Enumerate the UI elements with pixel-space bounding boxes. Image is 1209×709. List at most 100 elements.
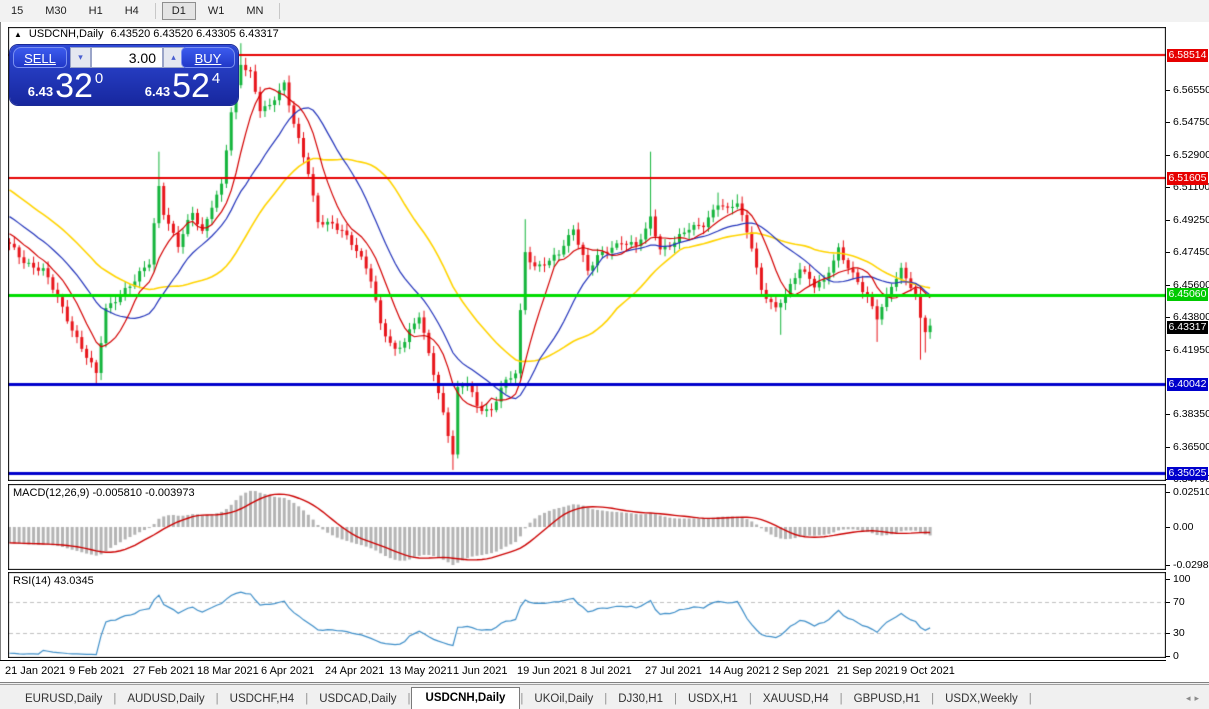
date-axis-label: 9 Feb 2021 [69, 665, 125, 677]
chart-tab-USDCAD-Daily[interactable]: USDCAD,Daily [319, 693, 397, 705]
price-axis-label: 6.56550 [1173, 84, 1209, 96]
timeframe-button-15[interactable]: 15 [11, 5, 24, 17]
buy-price-big: 52 [172, 67, 210, 105]
price-axis-tick [1166, 155, 1170, 156]
indicator-axis-label: 0 [1173, 650, 1179, 662]
buy-button[interactable]: BUY [181, 47, 235, 68]
price-axis-label: 6.52900 [1173, 149, 1209, 161]
indicator-axis-label: 0.025108 [1173, 486, 1209, 498]
indicator-axis-tick [1166, 602, 1170, 603]
chart-title: ▲ USDCNH,Daily 6.43520 6.43520 6.43305 6… [14, 28, 279, 40]
price-axis-tick [1166, 350, 1170, 351]
chart-tab-DJ30-H1[interactable]: DJ30,H1 [618, 693, 663, 705]
chart-ohlc-quotes: 6.43520 6.43520 6.43305 6.43317 [110, 28, 279, 40]
volume-decrease-button[interactable]: ▾ [70, 47, 91, 68]
chart-tab-GBPUSD-H1[interactable]: GBPUSD,H1 [853, 693, 921, 705]
price-axis-label: 6.43800 [1173, 311, 1209, 323]
buy-price-display[interactable]: 6.43 52 4 [127, 67, 238, 105]
price-badge: 6.51605 [1167, 172, 1208, 185]
date-axis-label: 18 Mar 2021 [197, 665, 259, 677]
sell-price-pip: 0 [94, 70, 104, 87]
chart-tab-USDX-Weekly[interactable]: USDX,Weekly [945, 693, 1018, 705]
price-axis-tick [1166, 187, 1170, 188]
sell-price-prefix: 6.43 [27, 84, 54, 99]
chart-tab-UKOil-Daily[interactable]: UKOil,Daily [534, 693, 594, 705]
indicator-axis-tick [1166, 492, 1170, 493]
price-axis-label: 6.38350 [1173, 408, 1209, 420]
date-axis-label: 9 Oct 2021 [901, 665, 955, 677]
chart-tab-USDCHF-H4[interactable]: USDCHF,H4 [229, 693, 295, 705]
chart-tab-USDX-H1[interactable]: USDX,H1 [687, 693, 738, 705]
date-axis-label: 21 Jan 2021 [5, 665, 66, 677]
tab-separator: | [748, 693, 752, 705]
indicator-axis-tick [1166, 565, 1170, 566]
collapse-panel-icon[interactable]: ▲ [14, 29, 22, 39]
date-axis-label: 2 Sep 2021 [773, 665, 830, 677]
tab-separator: | [931, 693, 935, 705]
price-axis-tick [1166, 252, 1170, 253]
timeframe-button-H4[interactable]: H4 [124, 5, 139, 17]
macd-indicator-canvas[interactable] [8, 484, 1166, 570]
tab-separator: | [305, 693, 309, 705]
indicator-axis-label: -0.02988 [1173, 559, 1209, 571]
date-axis-label: 13 May 2021 [389, 665, 453, 677]
indicator-axis-tick [1166, 633, 1170, 634]
date-axis-label: 19 Jun 2021 [517, 665, 578, 677]
rsi-indicator-canvas[interactable] [8, 572, 1166, 658]
timeframe-toolbar: 15 M30 H1 H4 D1 W1 MN [0, 0, 1209, 23]
indicator-axis-label: 30 [1173, 627, 1185, 639]
price-axis[interactable]: 6.56550 6.54750 6.52900 6.51100 6.49250 6.474… [1166, 27, 1209, 662]
tab-separator: | [839, 693, 843, 705]
date-axis-label: 27 Feb 2021 [133, 665, 195, 677]
tab-separator: | [520, 693, 524, 705]
tab-scroll-arrows[interactable]: ◂▸ [1185, 693, 1203, 703]
price-axis-label: 6.54750 [1173, 116, 1209, 128]
price-axis-label: 6.41950 [1173, 344, 1209, 356]
date-axis-label: 1 Jun 2021 [453, 665, 508, 677]
chart-tab-XAUUSD-H4[interactable]: XAUUSD,H4 [762, 693, 829, 705]
price-badge: 6.58514 [1167, 49, 1208, 62]
indicator-axis-tick [1166, 656, 1170, 657]
tab-separator: | [215, 693, 219, 705]
chart-symbol-label: USDCNH,Daily [28, 28, 104, 40]
volume-input[interactable] [91, 47, 163, 68]
sell-price-big: 32 [55, 67, 93, 105]
tab-separator: | [673, 693, 677, 705]
indicator-axis-tick [1166, 527, 1170, 528]
date-axis-label: 24 Apr 2021 [325, 665, 385, 677]
price-axis-tick [1166, 90, 1170, 91]
toolbar-separator [279, 3, 281, 19]
price-axis-label: 6.49250 [1173, 214, 1209, 226]
timeframe-button-M30[interactable]: M30 [45, 5, 67, 17]
tab-separator: | [113, 693, 117, 705]
timeframe-button-MN[interactable]: MN [246, 5, 264, 17]
tab-separator: | [1028, 693, 1032, 705]
chart-tab-USDCNH-Daily[interactable]: USDCNH,Daily [410, 687, 521, 709]
price-axis-tick [1166, 285, 1170, 286]
indicator-axis-label: 100 [1173, 573, 1191, 585]
timeframe-button-H1[interactable]: H1 [88, 5, 103, 17]
price-axis-label: 6.36500 [1173, 441, 1209, 453]
price-axis-label: 6.47450 [1173, 246, 1209, 258]
date-axis-label: 21 Sep 2021 [837, 665, 900, 677]
sell-button[interactable]: SELL [13, 47, 67, 68]
timeframe-button-D1[interactable]: D1 [161, 2, 196, 20]
price-badge: 6.40042 [1167, 378, 1208, 391]
chart-tab-AUDUSD-Daily[interactable]: AUDUSD,Daily [127, 693, 205, 705]
date-axis-label: 8 Jul 2021 [581, 665, 632, 677]
indicator-axis-tick [1166, 579, 1170, 580]
tab-separator: | [604, 693, 608, 705]
tab-separator: | [407, 693, 411, 705]
date-axis[interactable]: 21 Jan 2021 9 Feb 2021 27 Feb 2021 18 Mar 2… [0, 660, 1166, 682]
sell-price-display[interactable]: 6.43 32 0 [10, 67, 121, 105]
price-badge: 6.35025 [1167, 467, 1208, 480]
chart-tab-EURUSD-Daily[interactable]: EURUSD,Daily [25, 693, 103, 705]
chart-tab-bar: EURUSD,Daily | AUDUSD,Daily | USDCHF,H4 | USDC… [0, 684, 1209, 709]
indicator-axis-label: 0.00 [1173, 521, 1194, 533]
price-axis-tick [1166, 317, 1170, 318]
timeframe-button-W1[interactable]: W1 [207, 5, 225, 17]
date-axis-label: 6 Apr 2021 [261, 665, 315, 677]
macd-indicator-label: MACD(12,26,9) -0.005810 -0.003973 [13, 487, 195, 499]
price-axis-tick [1166, 220, 1170, 221]
toolbar-separator [154, 3, 156, 19]
